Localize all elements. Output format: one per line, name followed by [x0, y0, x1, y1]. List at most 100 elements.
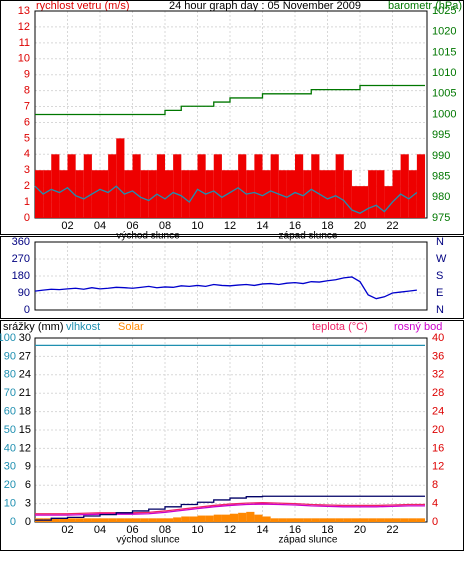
y2-tick-label: 1000: [432, 108, 456, 120]
y-tick-label: 6: [24, 116, 30, 128]
bar: [278, 518, 287, 522]
bar: [335, 518, 344, 522]
y-tick-label: 90: [4, 350, 16, 362]
bar: [205, 515, 214, 522]
legend-label: rosný bod: [394, 321, 442, 333]
bar: [303, 518, 312, 522]
bar: [295, 518, 304, 522]
x-tick-label: 14: [256, 220, 268, 232]
bar: [75, 170, 84, 218]
bar: [400, 154, 409, 218]
line: [35, 502, 425, 515]
y2-tick-label: E: [436, 287, 443, 299]
bar: [368, 170, 377, 218]
bar: [91, 518, 101, 522]
bar: [270, 154, 279, 218]
y-tick-label: 9: [24, 69, 30, 81]
x-tick-label: 14: [256, 524, 268, 536]
y3-tick-label: 24: [19, 369, 31, 381]
y2-tick-label: 8: [432, 479, 438, 491]
bar: [295, 154, 304, 218]
bar: [83, 154, 92, 218]
bar: [400, 518, 409, 522]
y-tick-label: 100: [0, 332, 16, 344]
y2-tick-label: W: [436, 253, 447, 265]
bar: [376, 170, 385, 218]
bar: [35, 170, 44, 218]
y2-tick-label: 1025: [432, 5, 456, 17]
bar: [43, 170, 52, 218]
y-tick-label: 270: [12, 253, 30, 265]
y-tick-label: 1: [24, 196, 30, 208]
bar: [368, 518, 377, 522]
y2-tick-label: 990: [432, 150, 450, 162]
y3-tick-label: 18: [19, 406, 31, 418]
annotation: východ slunce: [116, 231, 180, 242]
x-tick-label: 18: [321, 524, 333, 536]
x-tick-label: 08: [159, 524, 171, 536]
step-line: [35, 495, 425, 521]
bar: [286, 518, 296, 522]
y-tick-label: 360: [12, 236, 30, 248]
bar: [165, 170, 174, 218]
y3-tick-label: 21: [19, 387, 31, 399]
bar: [246, 170, 255, 218]
x-tick-label: 20: [354, 220, 366, 232]
x-tick-label: 22: [386, 524, 398, 536]
y2-tick-label: S: [436, 270, 443, 282]
bar: [392, 170, 401, 218]
bar: [197, 154, 206, 218]
legend-label: Solar: [118, 321, 144, 333]
y2-tick-label: 975: [432, 212, 450, 224]
x-tick-label: 12: [224, 220, 236, 232]
y2-tick-label: 985: [432, 171, 450, 183]
y-tick-label: 30: [4, 461, 16, 473]
bar: [360, 186, 369, 218]
bar: [392, 518, 401, 522]
y3-tick-label: 0: [25, 516, 31, 528]
bar: [213, 154, 222, 218]
y-tick-label: 10: [4, 498, 16, 510]
x-tick-label: 20: [354, 524, 366, 536]
y2-tick-label: 20: [432, 424, 444, 436]
bar: [351, 518, 361, 522]
bar: [108, 154, 117, 218]
y2-tick-label: N: [436, 304, 444, 316]
bar: [148, 170, 157, 218]
bar: [59, 518, 68, 522]
bar: [246, 511, 255, 522]
y-tick-label: 3: [24, 164, 30, 176]
x-tick-label: 12: [224, 524, 236, 536]
bar: [116, 138, 125, 218]
bar: [230, 170, 239, 218]
y2-tick-label: 40: [432, 332, 444, 344]
bar: [319, 170, 328, 218]
y-tick-label: 0: [24, 212, 30, 224]
bar: [327, 170, 336, 218]
bar: [67, 518, 76, 522]
y-tick-label: 90: [18, 287, 30, 299]
y-axis-label: rychlost vetru (m/s): [36, 0, 130, 12]
bar: [124, 170, 133, 218]
bar: [148, 518, 157, 522]
annotation: západ slunce: [279, 535, 338, 546]
y-tick-label: 80: [4, 369, 16, 381]
y-tick-label: 50: [4, 424, 16, 436]
bar: [165, 518, 174, 522]
y2-tick-label: 16: [432, 442, 444, 454]
x-tick-label: 04: [94, 524, 106, 536]
bar: [189, 516, 198, 522]
bar: [238, 512, 247, 522]
bar: [311, 518, 320, 522]
bar: [254, 154, 263, 218]
bar: [303, 170, 312, 218]
y-tick-label: 11: [19, 37, 30, 49]
bar: [408, 170, 417, 218]
annotation: východ slunce: [116, 535, 180, 546]
bar: [116, 518, 125, 522]
bar: [327, 518, 336, 522]
y2-tick-label: 0: [432, 516, 438, 528]
y-tick-label: 10: [18, 53, 30, 65]
bar: [67, 154, 76, 218]
y3-tick-label: 27: [19, 350, 31, 362]
